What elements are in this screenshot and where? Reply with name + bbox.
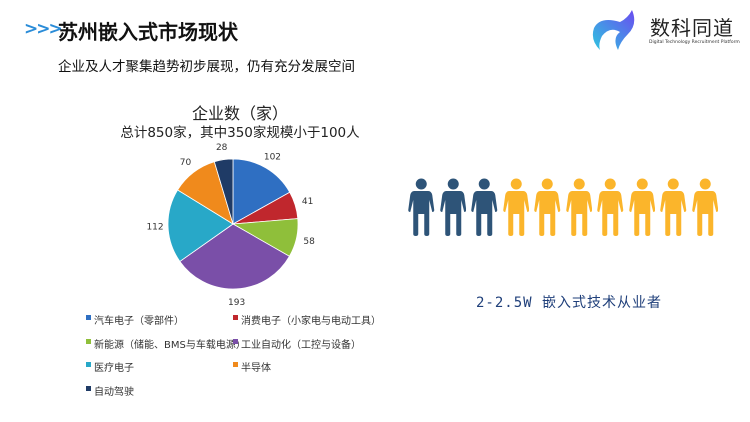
legend-item: 消费电子（小家电与电动工具） [233, 312, 381, 327]
pie-data-label: 28 [216, 143, 228, 153]
legend-item: 新能源（储能、BMS与车载电源） [86, 336, 246, 351]
pie-slice [167, 189, 234, 262]
person-icon [660, 178, 687, 236]
legend-item: 汽车电子（零部件） [86, 312, 184, 327]
pie-data-label: 102 [264, 153, 281, 163]
legend-item: 医疗电子 [86, 359, 134, 374]
chart-title: 企业数（家） [191, 104, 288, 123]
page-subtitle: 企业及人才聚集趋势初步展现，仍有充分发展空间 [58, 59, 355, 75]
pie-data-label: 58 [303, 237, 315, 247]
legend-swatch [233, 315, 238, 320]
legend-label: 工业自动化（工控与设备） [241, 339, 361, 351]
legend-item: 工业自动化（工控与设备） [233, 336, 361, 351]
person-icon [565, 178, 592, 236]
pie-data-label: 112 [146, 222, 163, 232]
legend-swatch [86, 338, 91, 344]
pie-data-label: 193 [228, 298, 245, 308]
pie-slice [213, 158, 234, 225]
page-title: 苏州嵌入式市场现状 [58, 20, 238, 44]
legend-item: 半导体 [233, 359, 271, 374]
legend-swatch [86, 315, 91, 320]
legend-label: 新能源（储能、BMS与车载电源） [94, 339, 246, 351]
title-arrows-icon: >>> [24, 19, 63, 39]
legend-label: 半导体 [241, 363, 271, 374]
pie-data-label: 41 [302, 197, 313, 207]
person-icon [691, 178, 718, 236]
legend-label: 医疗电子 [94, 363, 134, 374]
person-icon [502, 178, 529, 236]
legend-swatch [233, 338, 238, 344]
person-icon [534, 178, 561, 236]
pie-slice [179, 223, 290, 290]
logo-tagline: Digital Technology Recruitment Platform [649, 40, 740, 45]
person-icon [628, 178, 655, 236]
logo-name: 数科同道 [650, 16, 734, 40]
pie-data-label: 70 [180, 158, 192, 168]
legend-item: 自动驾驶 [86, 383, 134, 398]
talent-people-icons [408, 178, 718, 236]
person-icon [439, 178, 466, 236]
logo-mark-icon [592, 10, 635, 50]
talent-caption: 2-2.5W 嵌入式技术从业者 [476, 295, 663, 311]
legend-label: 自动驾驶 [94, 386, 134, 398]
legend-swatch [86, 362, 91, 367]
pie-slice [232, 158, 291, 225]
legend-label: 消费电子（小家电与电动工具） [241, 316, 381, 327]
legend-label: 汽车电子（零部件） [94, 316, 184, 327]
person-icon [471, 178, 498, 236]
chart-subtitle: 总计850家，其中350家规模小于100人 [120, 125, 360, 141]
legend-swatch [86, 385, 91, 391]
person-icon [597, 178, 624, 236]
person-icon [408, 178, 435, 236]
legend-swatch [233, 362, 238, 367]
